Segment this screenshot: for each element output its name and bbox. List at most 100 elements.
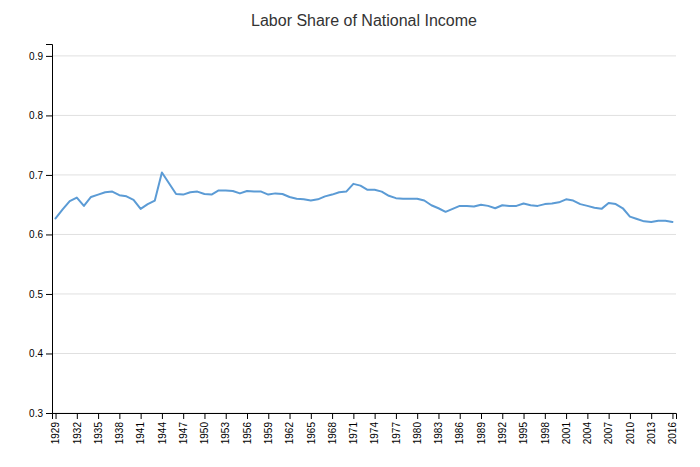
x-tick-mark (332, 413, 333, 419)
x-tick-label: 2016 (667, 422, 678, 445)
y-tick: 0.9 (29, 51, 52, 62)
x-tick: 1971 (348, 413, 359, 444)
x-tick-label: 2001 (561, 422, 572, 445)
x-tick: 2013 (646, 413, 657, 444)
x-tick-mark (56, 413, 57, 419)
title: Labor Share of National Income (251, 12, 477, 29)
grid-line (52, 234, 676, 235)
x-tick: 1938 (114, 413, 125, 444)
x-tick-mark (545, 413, 546, 419)
x-tick: 2004 (582, 413, 593, 444)
y-tick: 0.5 (29, 289, 52, 300)
x-tick: 2001 (561, 413, 572, 444)
y-tick-mark (46, 56, 52, 57)
y-tick-mark (46, 294, 52, 295)
x-tick-label: 1935 (93, 422, 104, 445)
y-tick: 0.4 (29, 348, 52, 359)
x-tick-mark (311, 413, 312, 419)
x-tick-label: 1944 (157, 422, 168, 445)
x-tick-mark (630, 413, 631, 419)
x-tick-label: 1989 (476, 422, 487, 445)
x-tick-mark (226, 413, 227, 419)
x-tick: 1947 (178, 413, 189, 444)
x-tick-label: 1956 (242, 422, 253, 445)
x-tick-label: 1986 (454, 422, 465, 445)
grid-line (52, 55, 676, 56)
x-tick: 1953 (220, 413, 231, 444)
y-tick: 0.6 (29, 229, 52, 240)
x-tick-label: 1971 (348, 422, 359, 445)
x-tick-label: 1965 (306, 422, 317, 445)
x-tick-mark (77, 413, 78, 419)
x-tick-label: 2004 (582, 422, 593, 445)
x-tick: 1941 (135, 413, 146, 444)
x-tick-label: 2007 (603, 422, 614, 445)
x-tick-label: 1983 (433, 422, 444, 445)
x-tick: 1959 (263, 413, 274, 444)
x-tick: 1932 (72, 413, 83, 444)
x-tick-label: 1947 (178, 422, 189, 445)
x-tick-mark (162, 413, 163, 419)
x-tick-mark (481, 413, 482, 419)
x-tick: 1968 (327, 413, 338, 444)
x-tick-mark (460, 413, 461, 419)
x-tick-label: 1974 (369, 422, 380, 445)
x-tick-mark (247, 413, 248, 419)
chart: 1929 1932 1935 1938 1941 1944 1947 1950 1953 1956… (0, 0, 700, 467)
x-tick-mark (417, 413, 418, 419)
x-tick: 1998 (540, 413, 551, 444)
x-tick-mark (566, 413, 567, 419)
y-tick-mark (46, 353, 52, 354)
grid-line (52, 353, 676, 354)
grid-line (52, 174, 676, 175)
y-tick-label: 0.3 (29, 408, 43, 419)
x-tick-label: 1950 (199, 422, 210, 445)
x-tick-mark (204, 413, 205, 419)
x-tick: 1950 (199, 413, 210, 444)
x-tick-label: 2010 (625, 422, 636, 445)
x-tick-label: 1959 (263, 422, 274, 445)
x-tick-mark (290, 413, 291, 419)
x-tick-label: 1932 (72, 422, 83, 445)
x-tick-label: 2013 (646, 422, 657, 445)
x-tick-label: 1980 (412, 422, 423, 445)
x-tick: 1956 (242, 413, 253, 444)
x-tick-mark (524, 413, 525, 419)
y-tick-mark (46, 234, 52, 235)
x-tick: 1929 (50, 413, 61, 444)
x-tick-label: 1953 (220, 422, 231, 445)
x-tick-label: 1998 (540, 422, 551, 445)
x-tick-mark (609, 413, 610, 419)
y-tick-label: 0.5 (29, 289, 43, 300)
x-tick-label: 1995 (518, 422, 529, 445)
x-tick: 1989 (476, 413, 487, 444)
x-tick-mark (353, 413, 354, 419)
y-tick-mark (46, 115, 52, 116)
x-tick-mark (98, 413, 99, 419)
x-tick-mark (672, 413, 673, 419)
y-tick-mark (46, 413, 52, 414)
y-tick-label: 0.9 (29, 51, 43, 62)
x-tick: 2016 (667, 413, 678, 444)
y-tick: 0.7 (29, 170, 52, 181)
x-tick-mark (183, 413, 184, 419)
line (56, 173, 673, 222)
x-axis-line (53, 414, 677, 420)
x-tick: 1986 (454, 413, 465, 444)
x-tick-label: 1977 (391, 422, 402, 445)
y-tick-label: 0.7 (29, 170, 43, 181)
x-tick: 1944 (157, 413, 168, 444)
y-tick-label: 0.8 (29, 110, 43, 121)
y-tick-label: 0.6 (29, 229, 43, 240)
x-tick-label: 1941 (135, 422, 146, 445)
x-tick-label: 1962 (284, 422, 295, 445)
x-tick: 1983 (433, 413, 444, 444)
x-tick-label: 1968 (327, 422, 338, 445)
x-tick-mark (651, 413, 652, 419)
x-tick-mark (396, 413, 397, 419)
x-tick: 1977 (391, 413, 402, 444)
y-tick-mark (46, 175, 52, 176)
x-tick: 1965 (306, 413, 317, 444)
x-tick: 1992 (497, 413, 508, 444)
grid-line (52, 293, 676, 294)
